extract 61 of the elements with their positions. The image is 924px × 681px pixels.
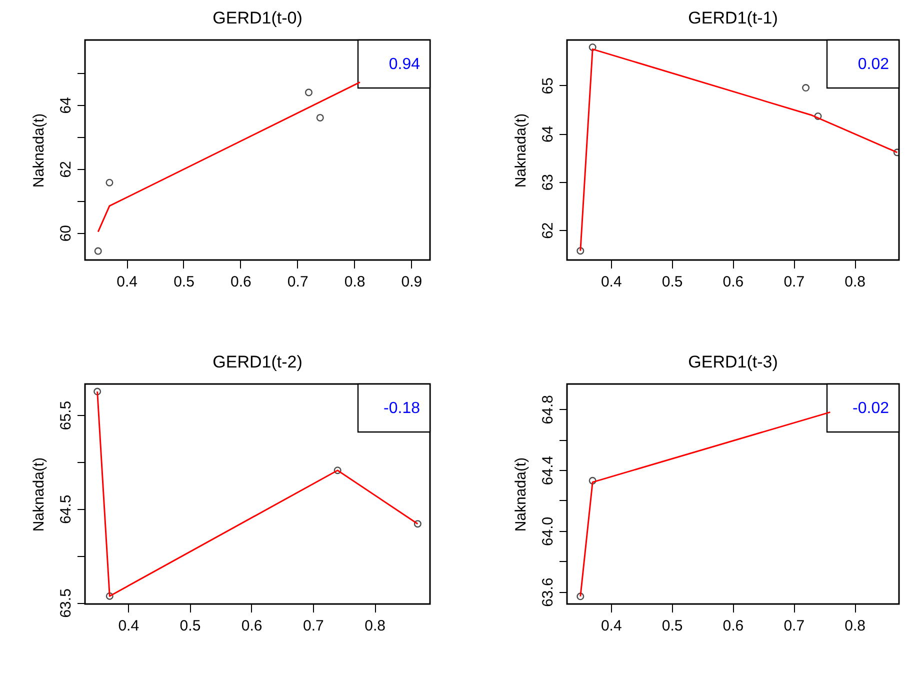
x-tick-label: 0.8 xyxy=(844,274,866,290)
line-series xyxy=(96,390,418,597)
x-tick-label: 0.5 xyxy=(662,618,683,634)
x-tick-label: 0.6 xyxy=(230,274,252,290)
x-tick-label: 0.7 xyxy=(303,618,324,634)
x-tick-label: 0.4 xyxy=(118,618,140,634)
point xyxy=(94,247,102,255)
point xyxy=(334,466,342,474)
x-tick-label: 0.7 xyxy=(784,618,805,634)
y-tick-label: 63.6 xyxy=(540,578,556,607)
x-tick-label: 0.6 xyxy=(241,618,262,634)
point xyxy=(106,178,114,186)
chart-title: GERD1(t-1) xyxy=(688,8,778,28)
y-tick-label: 60 xyxy=(58,224,74,242)
point xyxy=(304,88,312,96)
chart-title: GERD1(t-2) xyxy=(212,352,302,372)
y-axis-title: Naknada(t) xyxy=(30,457,48,532)
chart-title: GERD1(t-3) xyxy=(688,352,778,372)
annotation: -0.02 xyxy=(852,400,890,417)
x-tick-label: 0.7 xyxy=(287,274,308,290)
x-tick-label: 0.9 xyxy=(401,274,422,290)
point xyxy=(802,84,810,92)
x-tick-label: 0.5 xyxy=(180,618,201,634)
y-tick-label: 65.5 xyxy=(58,400,74,430)
y-tick-label: 64.8 xyxy=(540,395,556,424)
annotation: 0.94 xyxy=(388,56,420,73)
x-tick-label: 0.6 xyxy=(722,618,744,634)
point xyxy=(814,112,822,120)
y-tick-label: 63.5 xyxy=(58,588,74,618)
x-tick-label: 0.4 xyxy=(116,274,138,290)
x-tick-label: 0.7 xyxy=(784,274,805,290)
point xyxy=(94,388,102,396)
annotation: -0.18 xyxy=(384,400,420,417)
x-tick-label: 0.5 xyxy=(174,274,194,290)
annotation: 0.02 xyxy=(858,56,890,73)
y-tick-label: 63 xyxy=(540,174,556,191)
point xyxy=(588,43,596,51)
x-tick-label: 0.8 xyxy=(844,618,866,634)
x-tick-label: 0.6 xyxy=(722,274,744,290)
x-tick-label: 0.8 xyxy=(344,274,366,290)
y-tick-label: 64.4 xyxy=(540,456,556,486)
y-tick-label: 62 xyxy=(58,161,74,178)
y-axis-title: Naknada(t) xyxy=(512,457,530,532)
x-tick-label: 0.5 xyxy=(662,274,683,290)
y-tick-label: 62 xyxy=(540,222,556,239)
y-axis-title: Naknada(t) xyxy=(512,113,530,188)
y-axis-title: Naknada(t) xyxy=(30,113,48,188)
line-series xyxy=(580,48,898,252)
chart-title: GERD1(t-0) xyxy=(212,8,302,28)
point xyxy=(106,592,114,600)
point xyxy=(414,520,422,528)
y-tick-label: 64.0 xyxy=(540,516,556,546)
y-tick-label: 64 xyxy=(540,126,556,142)
point xyxy=(576,247,584,255)
x-tick-label: 0.8 xyxy=(364,618,386,634)
y-tick-label: 64 xyxy=(58,97,74,114)
point xyxy=(316,114,324,122)
x-tick-label: 0.4 xyxy=(600,274,622,290)
y-tick-label: 64.5 xyxy=(58,494,74,524)
x-tick-label: 0.4 xyxy=(600,618,622,634)
y-tick-label: 65 xyxy=(540,78,556,94)
